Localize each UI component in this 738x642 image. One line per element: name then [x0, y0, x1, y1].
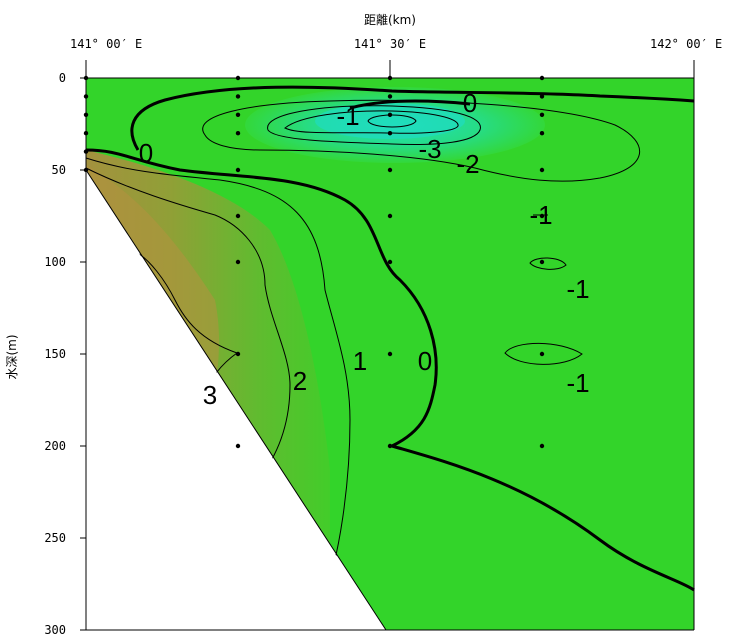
- y-axis-label: 水深(m): [5, 334, 19, 379]
- station-sample-dot: [387, 351, 393, 357]
- contour-label: 0: [139, 138, 153, 168]
- x-tick-label: 141° 00′ E: [70, 37, 142, 51]
- station-sample-dot: [235, 443, 241, 449]
- y-tick-label: 50: [52, 163, 66, 177]
- chart-title: 距離(km): [364, 13, 416, 27]
- contour-label: -1: [566, 368, 589, 398]
- station-sample-dot: [539, 94, 545, 99]
- station-sample-dot: [539, 259, 545, 265]
- station-sample-dot: [539, 213, 545, 219]
- x-tick-labels: 141° 00′ E 141° 30′ E 142° 00′ E: [70, 37, 722, 51]
- station-sample-dot: [235, 112, 241, 118]
- contour-label: 2: [293, 366, 307, 396]
- station-sample-dot: [387, 131, 393, 136]
- station-sample-dot: [235, 213, 241, 219]
- contour-label: 0: [418, 346, 432, 376]
- station-sample-dot: [387, 112, 393, 118]
- contour-label: -1: [336, 101, 359, 131]
- station-sample-dot: [235, 94, 241, 99]
- seafloor-mask: [86, 172, 386, 632]
- contour-label: 1: [353, 346, 367, 376]
- axes: [85, 60, 695, 631]
- station-sample-dot: [387, 94, 393, 99]
- station-sample-dot: [539, 112, 545, 118]
- station-sample-dot: [539, 131, 545, 136]
- station-dots: [83, 75, 545, 449]
- station-sample-dot: [235, 167, 241, 173]
- station-sample-dot: [387, 443, 393, 449]
- station-sample-dot: [387, 259, 393, 265]
- y-tick-label: 300: [44, 623, 66, 637]
- y-ticks: 0 50 100 150 200 250 300: [44, 71, 86, 637]
- contour-label: 3: [203, 380, 217, 410]
- contour-label: 0: [463, 88, 477, 118]
- station-sample-dot: [539, 351, 545, 357]
- station-sample-dot: [235, 259, 241, 265]
- y-tick-label: 200: [44, 439, 66, 453]
- contour-label: -2: [456, 149, 479, 179]
- y-tick-label: 0: [59, 71, 66, 85]
- station-sample-dot: [387, 167, 393, 173]
- x-tick-label: 141° 30′ E: [354, 37, 426, 51]
- station-sample-dot: [539, 443, 545, 449]
- station-sample-dot: [539, 167, 545, 173]
- contour-label: -1: [529, 200, 552, 230]
- contour-labels: 0 -1 -3 -2 0 -1 -1 -1 1 0 2 3: [139, 88, 590, 410]
- station-sample-dot: [235, 351, 241, 357]
- station-sample-dot: [235, 131, 241, 136]
- y-tick-label: 250: [44, 531, 66, 545]
- y-tick-label: 100: [44, 255, 66, 269]
- station-sample-dot: [387, 213, 393, 219]
- contour-label: -3: [418, 134, 441, 164]
- y-tick-label: 150: [44, 347, 66, 361]
- contour-lines: [85, 85, 695, 631]
- x-tick-label: 142° 00′ E: [650, 37, 722, 51]
- contour-label: -1: [566, 274, 589, 304]
